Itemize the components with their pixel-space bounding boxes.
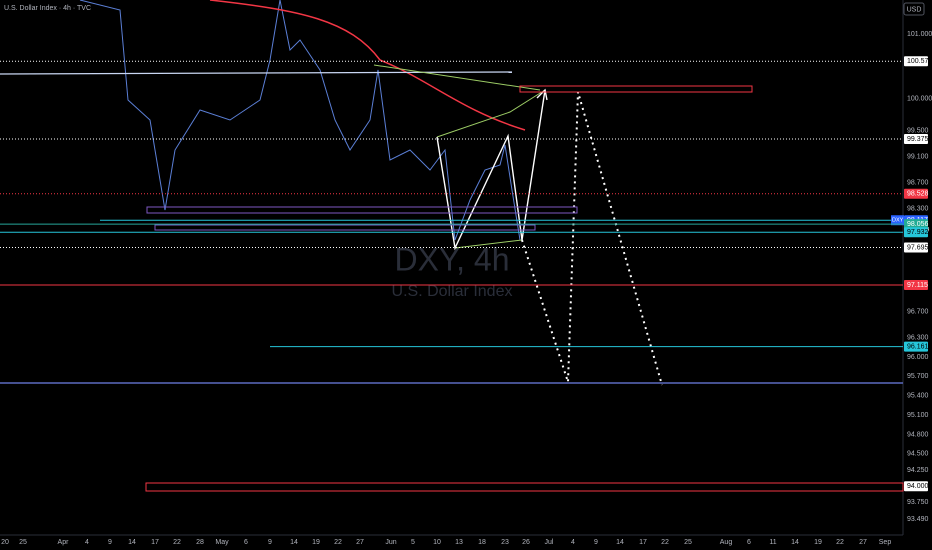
moving-average [209,0,526,131]
time-label: 9 [268,539,272,546]
price-label: 95.700 [907,373,929,380]
price-path [79,0,521,241]
time-label: 20 [1,539,9,546]
chart-title: U.S. Dollar Index · 4h · TVC [4,5,91,12]
time-label: 4 [571,539,575,546]
time-label: 22 [836,539,844,546]
time-label: Jul [545,539,554,546]
trend-line [0,71,513,75]
symbol-tag [891,215,904,226]
watermark-symbol: DXY, 4h [394,241,509,277]
trend-line [436,89,546,138]
price-tag-label: 96.161 [907,343,929,350]
time-label: 19 [312,539,320,546]
time-label: 17 [639,539,647,546]
price-label: 95.100 [907,412,929,419]
time-label: 14 [791,539,799,546]
time-label: 23 [501,539,509,546]
time-label: 6 [244,539,248,546]
trend-line [373,64,541,91]
price-label: 93.750 [907,499,929,506]
time-label: 26 [522,539,530,546]
price-tag [904,56,928,67]
projection-arrow [436,89,546,251]
time-label: 19 [814,539,822,546]
time-label: 22 [334,539,342,546]
price-tag-label: 97.695 [907,244,929,251]
price-tag-label: 98.056 [907,221,929,228]
time-label: 22 [173,539,181,546]
zone [154,224,536,231]
time-label: 14 [616,539,624,546]
time-label: 13 [455,539,463,546]
zone [146,206,578,214]
currency-box [903,2,925,16]
trend-line [454,239,523,249]
price-label: 99.100 [907,154,929,161]
price-tag-label: 97.115 [907,282,928,289]
price-label: 95.400 [907,393,929,400]
time-label: 27 [356,539,364,546]
price-label: 94.500 [907,451,929,458]
price-label: 93.490 [907,516,929,523]
dotted-projection [521,91,663,386]
time-label: 5 [411,539,415,546]
price-label: 98.700 [907,179,929,186]
target-zone [145,482,904,492]
time-label: 14 [290,539,298,546]
price-tag [904,188,928,199]
price-tag [904,242,928,253]
price-tag-label: 97.932 [907,229,929,236]
time-label: 28 [196,539,204,546]
price-label: 96.700 [907,309,929,316]
time-label: 27 [859,539,867,546]
price-tag [904,227,928,238]
time-label: 4 [85,539,89,546]
price-label: 99.500 [907,128,929,135]
price-tag [904,219,928,230]
time-label: 25 [19,539,27,546]
time-label: Aug [720,539,733,546]
price-tag-label: 100.578 [907,58,932,65]
time-label: 9 [108,539,112,546]
time-label: 10 [433,539,441,546]
time-label: 14 [128,539,136,546]
price-tag [904,481,928,492]
resistance-zone [519,85,753,93]
price-label: 101.000 [907,31,932,38]
time-label: 25 [684,539,692,546]
time-label: Jun [385,539,396,546]
price-tag [904,341,928,352]
time-label: 6 [747,539,751,546]
time-label: 17 [151,539,159,546]
price-label: 94.250 [907,467,929,474]
time-label: May [215,539,229,546]
price-tag-label: 94.000 [907,483,929,490]
currency: USD [907,6,922,13]
time-label: 18 [478,539,486,546]
arrow-head [536,88,548,101]
price-tag-label: 99.375 [907,136,929,143]
price-label: 98.300 [907,205,929,212]
price-label: 94.800 [907,431,929,438]
time-label: Apr [58,539,70,546]
price-label: 100.000 [907,95,932,102]
time-label: 11 [769,539,776,546]
time-label: Sep [879,539,892,546]
price-tag-label: 98.528 [907,191,929,198]
price-tag [904,133,928,144]
time-label: 22 [661,539,669,546]
time-label: 9 [594,539,598,546]
watermark-name: U.S. Dollar Index [392,283,513,300]
price-label: 96.300 [907,334,929,341]
price-label: 96.000 [907,354,929,361]
price-tag [904,279,928,290]
symbol-tag-label: DXY [892,218,904,224]
